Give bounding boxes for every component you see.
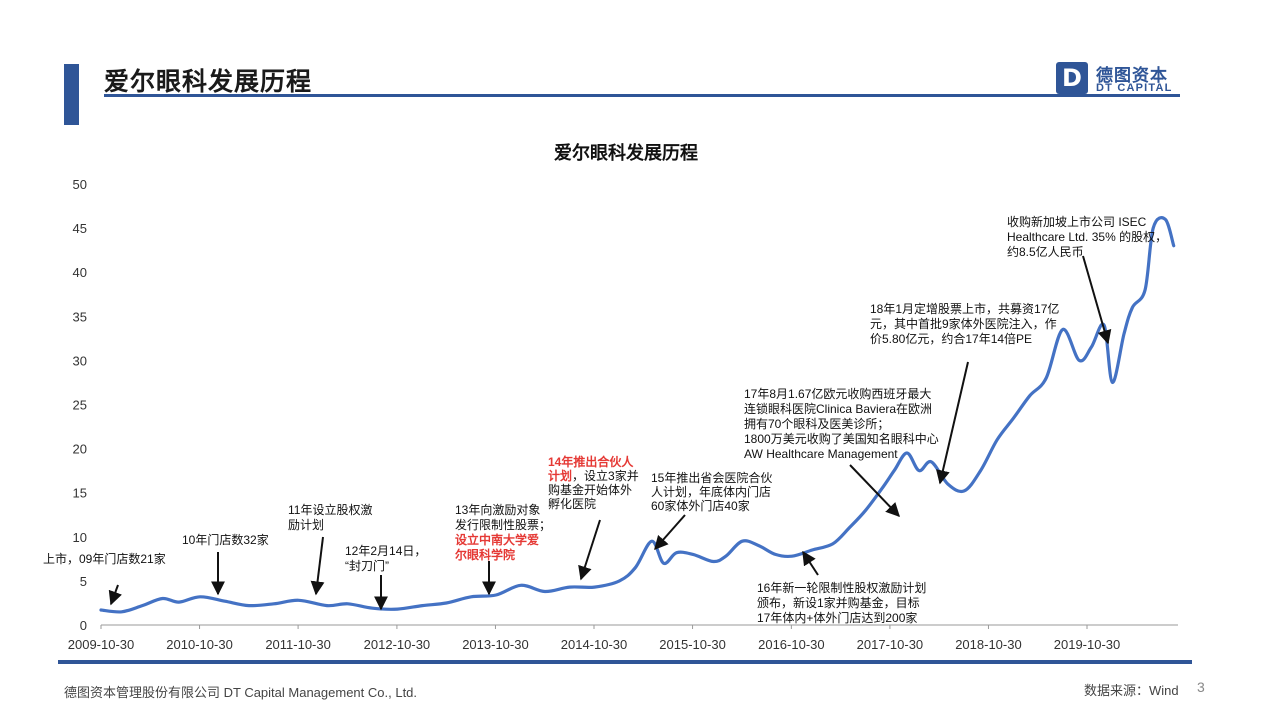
annotation-text: 13年向激励对象发行限制性股票；设立中南大学爱尔眼科学院 [455, 502, 551, 562]
annotation-text: 上市，09年门店数21家 [43, 551, 166, 566]
chart-title: 爱尔眼科发展历程 [554, 142, 698, 163]
x-tick-label: 2016-10-30 [758, 637, 825, 652]
y-tick-label: 15 [73, 486, 87, 501]
page-title: 爱尔眼科发展历程 [104, 68, 313, 96]
page-number: 3 [1197, 679, 1205, 695]
annotation-text: 14年推出合伙人计划，设立3家并购基金开始体外孵化医院 [548, 454, 639, 511]
x-tick-label: 2010-10-30 [166, 637, 233, 652]
y-tick-label: 45 [73, 221, 87, 236]
annotation-arrow [849, 464, 900, 518]
annotation-text: 15年推出省会医院合伙人计划，年底体内门店 60家体外门店40家 [651, 470, 772, 513]
logo: D 德图资本 DT CAPITAL [1056, 62, 1180, 96]
footer-company: 德图资本管理股份有限公司 DT Capital Management Co., … [64, 685, 418, 700]
annotation-text: 16年新一轮限制性股权激励计划颁布，新设1家并购基金，目标 17年体内+体外门店达… [757, 580, 926, 625]
x-tick-label: 2019-10-30 [1054, 637, 1121, 652]
annotation-arrow [108, 584, 122, 606]
annotation-arrow [936, 361, 969, 485]
x-tick-label: 2017-10-30 [857, 637, 924, 652]
x-tick-label: 2013-10-30 [462, 637, 529, 652]
annotation-arrow [310, 536, 325, 596]
y-tick-label: 40 [73, 265, 87, 280]
y-tick-label: 5 [80, 574, 87, 589]
series-line [99, 216, 1176, 614]
logo-text-cn: 德图资本 [1096, 66, 1168, 85]
logo-text-en: DT CAPITAL [1096, 82, 1173, 94]
annotation-text: 12年2月14日，“封刀门” [345, 544, 426, 573]
y-tick-label: 35 [73, 309, 87, 324]
annotation-text: 17年8月1.67亿欧元收购西班牙最大连锁眼科医院Clinica Baviera… [744, 386, 939, 461]
y-tick-label: 30 [73, 353, 87, 368]
annotation-arrow [578, 519, 601, 581]
x-tick-label: 2012-10-30 [364, 637, 431, 652]
y-tick-label: 0 [80, 618, 87, 633]
annotation-text: 11年设立股权激励计划 [288, 502, 372, 532]
data-source: 数据来源：Wind [1084, 683, 1179, 698]
annotation-arrow [802, 550, 819, 576]
annotation-text: 收购新加坡上市公司 ISEC Healthcare Ltd. 35% 的股权，约8… [1007, 214, 1167, 259]
x-tick-label: 2018-10-30 [955, 637, 1022, 652]
x-tick-label: 2015-10-30 [659, 637, 726, 652]
y-tick-label: 10 [73, 530, 87, 545]
x-tick-label: 2009-10-30 [68, 637, 135, 652]
annotation-text: 10年门店数32家 [182, 532, 269, 547]
y-tick-label: 50 [73, 177, 87, 192]
x-tick-label: 2011-10-30 [265, 637, 331, 652]
annotation-text: 18年1月定增股票上市，共募资17亿元，其中首批9家体外医院注入，作价5.80亿… [870, 301, 1059, 346]
y-tick-label: 25 [73, 398, 87, 413]
title-accent-bar [64, 64, 79, 125]
annotation-arrow [654, 514, 686, 551]
footer-rule [58, 660, 1192, 664]
title-underline [104, 94, 1180, 97]
x-tick-label: 2014-10-30 [561, 637, 628, 652]
annotation-arrow [1082, 255, 1112, 345]
logo-mark-icon: D [1056, 62, 1088, 94]
y-tick-label: 20 [73, 442, 87, 457]
